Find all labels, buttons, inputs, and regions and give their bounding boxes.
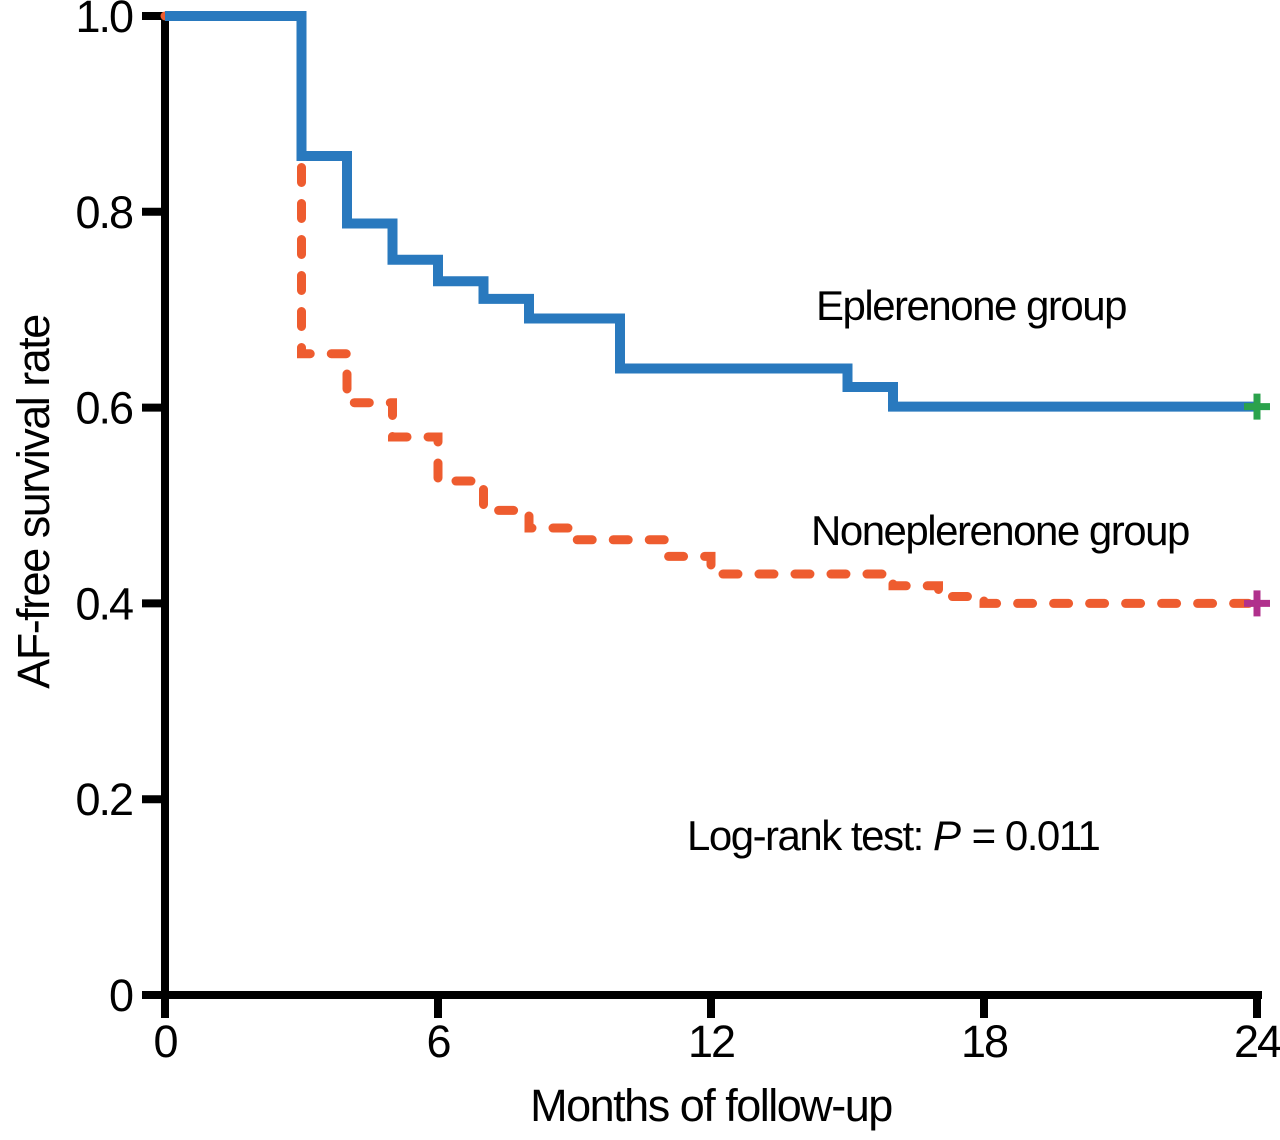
x-axis-title: Months of follow-up <box>530 1080 893 1131</box>
y-tick-label: 1.0 <box>75 0 133 42</box>
x-tick-label: 0 <box>153 1016 177 1067</box>
logrank-p-value: = 0.011 <box>961 812 1101 859</box>
y-tick-label: 0 <box>109 970 133 1021</box>
logrank-text-prefix: Log-rank test: <box>687 812 933 859</box>
y-tick-label: 0.6 <box>75 383 133 434</box>
logrank-p-symbol: P <box>932 812 961 859</box>
y-tick-label: 0.8 <box>75 187 133 238</box>
series-label-noneplerenone: Noneplerenone group <box>811 507 1190 554</box>
y-tick-label: 0.4 <box>75 578 133 629</box>
survival-curve-noneplerenone <box>160 11 1262 608</box>
x-tick-label: 6 <box>426 1016 450 1067</box>
series-label-eplerenone: Eplerenone group <box>816 282 1127 329</box>
y-axis-title: AF-free survival rate <box>8 315 59 689</box>
logrank-annotation: Log-rank test: P = 0.011 <box>687 812 1101 860</box>
x-tick-label: 18 <box>961 1016 1008 1067</box>
x-tick-label: 24 <box>1234 1016 1280 1067</box>
survival-curve-eplerenone <box>165 11 1257 412</box>
x-tick-label: 12 <box>688 1016 734 1067</box>
y-tick-label: 0.2 <box>75 774 132 825</box>
